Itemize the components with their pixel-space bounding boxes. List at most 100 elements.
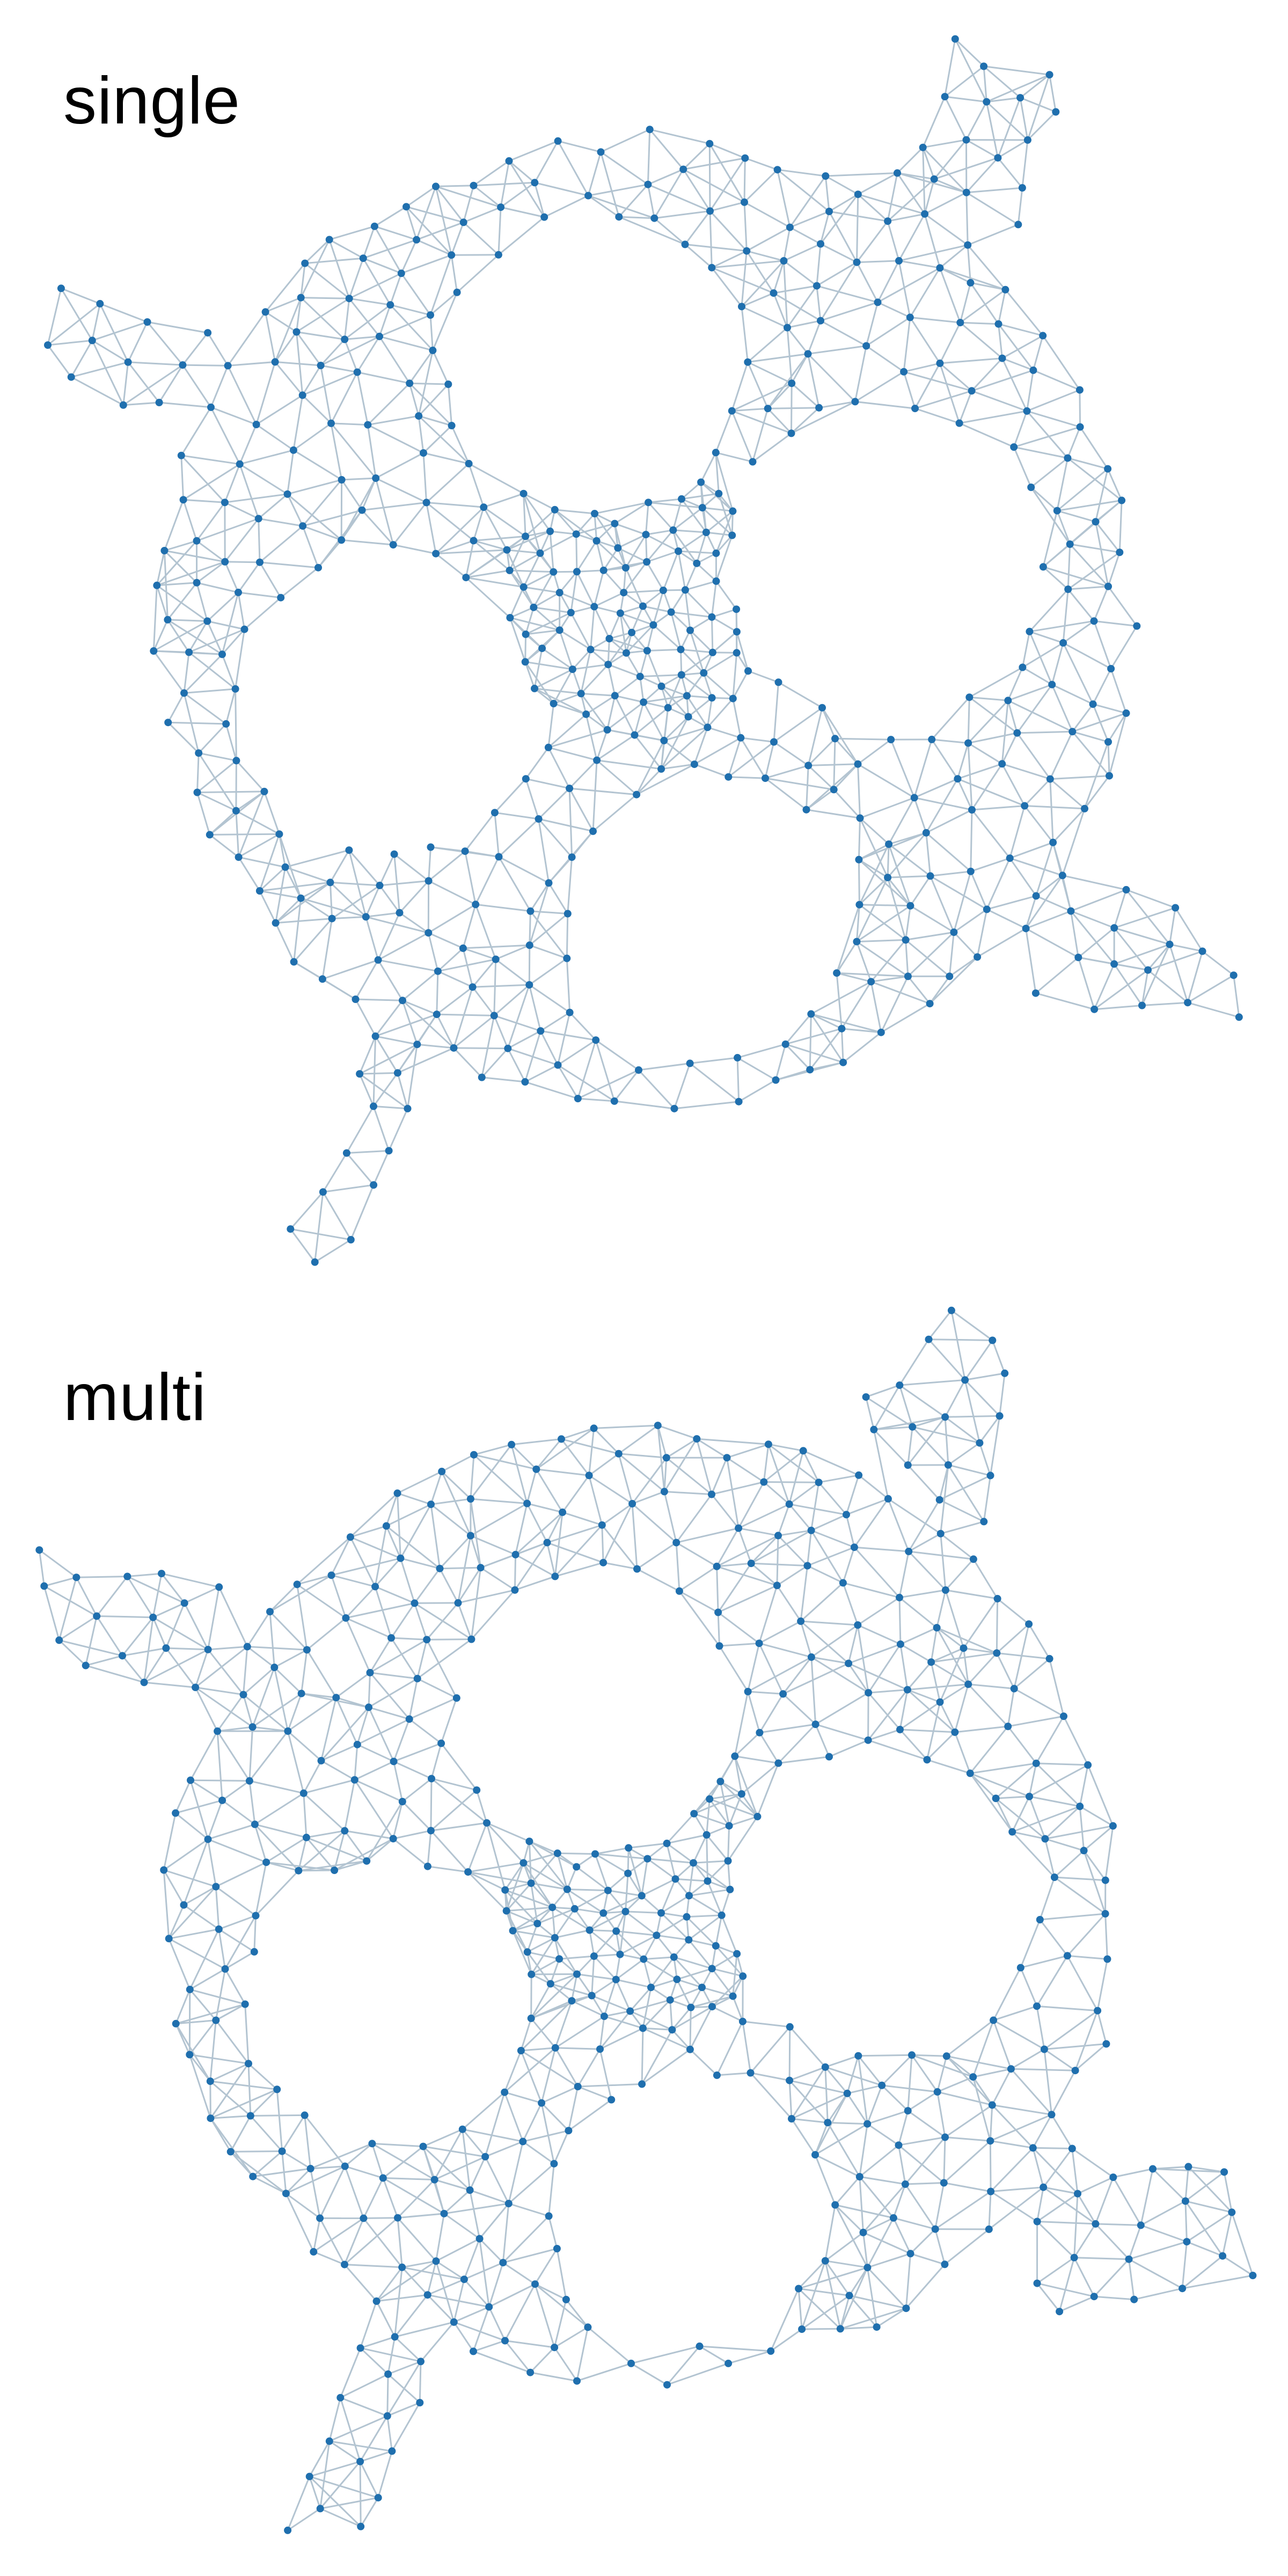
graph-edge [576,540,597,573]
graph-edge [306,1617,347,1651]
graph-edge [535,2283,567,2301]
graph-edge [876,2307,907,2328]
graph-edge [737,1527,752,1564]
graph-edge [502,2262,536,2285]
graph-edge [470,1498,528,1504]
graph-edge [511,1444,537,1470]
graph-edge [728,2350,771,2365]
graph-edge [696,1438,713,1495]
graph-edge [539,533,577,554]
graph-node [1036,1916,1044,1923]
graph-edge [526,1952,532,1975]
graph-edge [995,1797,1046,1840]
graph-node [522,775,530,783]
graph-edge [815,2123,868,2156]
graph-edge [566,958,571,1013]
graph-edge [909,1550,974,1560]
graph-edge [674,1063,691,1109]
graph-edge [577,2048,601,2087]
graph-edge [903,317,911,372]
graph-edge [777,1535,808,1567]
graph-edge [825,2066,882,2087]
graph-edge [859,817,890,845]
graph-edge [689,630,713,653]
graph-node [941,1413,949,1421]
graph-edge [970,1772,1030,1797]
graph-node [470,2347,477,2355]
graph-edge [554,2326,589,2348]
graph-edge [721,1915,738,1955]
graph-edge [797,2288,803,2330]
graph-node [831,735,839,743]
graph-edge [1020,74,1050,99]
graph-node [843,1511,850,1519]
graph-edge [747,1691,760,1733]
graph-node [477,1564,485,1572]
graph-node [904,972,912,980]
graph-node [968,387,976,395]
graph-edge [907,2055,913,2111]
graph-edge [910,875,931,906]
graph-edge [928,1338,993,1341]
graph-edge [392,1801,404,1839]
graph-node [708,648,716,656]
graph-edge [196,753,200,793]
graph-edge [674,1956,713,1970]
graph-edge [690,1987,703,2008]
graph-edge [397,1492,431,1505]
graph-edge [1067,1955,1108,1960]
graph-edge [58,1615,98,1641]
graph-node [675,547,682,555]
graph-edge [643,1956,674,1960]
graph-edge [1050,775,1110,780]
graph-edge [1079,426,1109,470]
graph-edge [303,1793,308,1838]
graph-node [735,1524,743,1532]
graph-edge [521,2050,579,2088]
graph-node [160,547,169,554]
graph-node [621,1907,630,1915]
graph-edge [507,1048,526,1082]
graph-edge [1107,552,1121,587]
graph-edge [196,540,226,563]
graph-edge [786,327,809,355]
graph-node [172,1809,180,1817]
graph-edge [964,1372,1005,1381]
graph-edge [1013,426,1081,448]
graph-edge [764,742,775,779]
graph-edge [529,913,568,946]
graph-node [599,1909,608,1917]
graph-edge [554,1929,590,1939]
graph-node [224,362,232,370]
graph-node [1137,2221,1145,2229]
graph-edge [589,1929,617,1932]
graph-edge [495,958,530,986]
graph-edge [1032,2114,1052,2149]
graph-node [693,1435,701,1443]
graph-edge [969,1725,1009,1774]
graph-edge [544,195,589,218]
graph-node [55,1636,63,1644]
graph-node [1013,729,1021,737]
graph-edge [990,2191,1038,2222]
graph-edge [486,1822,530,1842]
graph-edge [356,1707,370,1745]
graph-edge [948,1464,991,1476]
graph-edge [376,2294,428,2302]
graph-edge [281,2114,305,2152]
graph-edge [274,297,302,362]
graph-node [284,2526,292,2534]
graph-edge [727,737,742,778]
graph-edge [210,2115,251,2119]
graph-edge [152,1602,185,1619]
graph-edge [969,1773,1013,1833]
graph-edge [925,778,958,833]
graph-edge [655,1913,662,1936]
graph-node [900,368,908,376]
graph-edge [538,787,570,820]
graph-edge [536,1438,562,1470]
graph-edge [416,221,464,241]
graph-edge [523,493,551,532]
graph-node [884,874,892,882]
graph-edge [936,2055,948,2092]
